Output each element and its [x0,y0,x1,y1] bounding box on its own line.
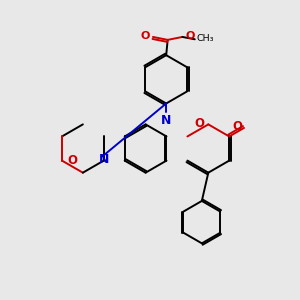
Text: O: O [185,31,195,41]
Text: N: N [99,153,109,166]
Text: O: O [232,120,242,133]
Text: O: O [141,31,150,41]
Text: O: O [67,154,77,167]
Text: CH₃: CH₃ [197,34,214,43]
Text: O: O [194,117,204,130]
Text: N: N [161,114,171,127]
